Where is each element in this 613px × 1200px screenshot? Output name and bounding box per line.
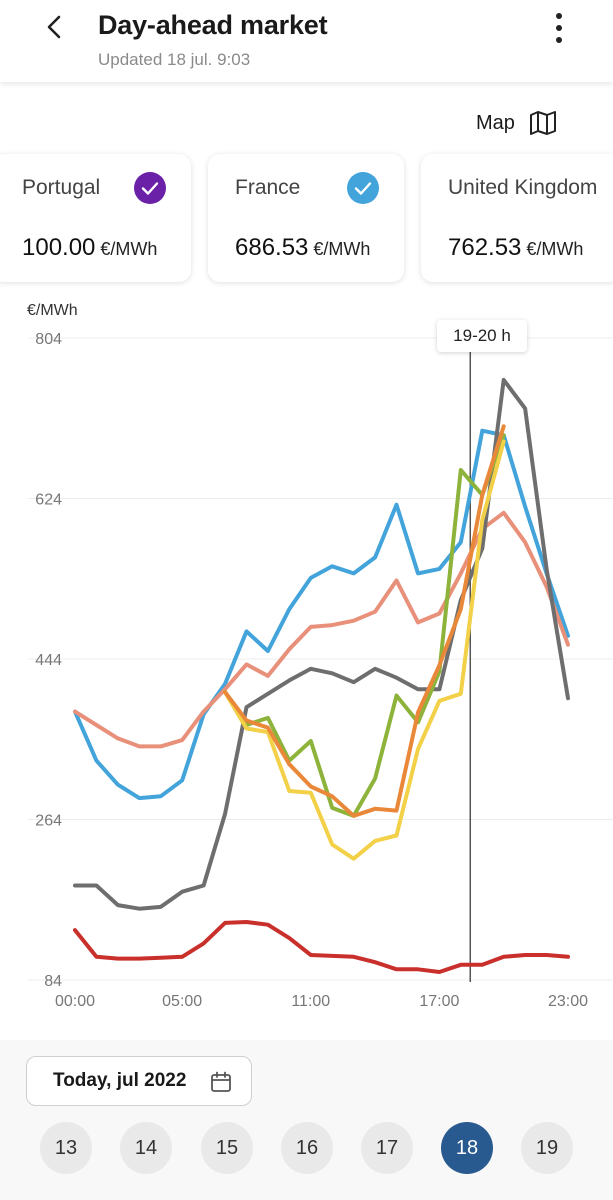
y-tick-label: 444 xyxy=(35,652,62,669)
day-button-14[interactable]: 14 xyxy=(120,1122,172,1174)
hour-tooltip: 19-20 h xyxy=(437,320,527,352)
series-line-3 xyxy=(73,377,570,911)
x-tick-label: 23:00 xyxy=(548,993,588,1010)
chart-y-axis-label: €/MWh xyxy=(27,302,78,319)
series-line-6 xyxy=(223,424,506,818)
more-options-icon[interactable] xyxy=(546,10,572,46)
price-value: 100.00 xyxy=(22,234,96,261)
series-line-5 xyxy=(223,439,506,861)
country-price: 686.53 €/MWh xyxy=(235,234,370,262)
y-tick-label: 624 xyxy=(35,492,62,509)
y-tick-label: 804 xyxy=(35,331,62,348)
day-button-16[interactable]: 16 xyxy=(281,1122,333,1174)
map-button[interactable]: Map xyxy=(476,108,557,138)
day-button-17[interactable]: 17 xyxy=(361,1122,413,1174)
price-unit: €/MWh xyxy=(526,239,584,259)
country-price: 762.53 €/MWh xyxy=(448,234,583,262)
series-line-7 xyxy=(73,920,570,974)
country-card-france[interactable]: France 686.53 €/MWh xyxy=(208,154,404,282)
map-label: Map xyxy=(476,111,515,134)
date-picker-label: Today, jul 2022 xyxy=(53,1070,187,1091)
price-unit: €/MWh xyxy=(313,239,371,259)
country-name: United Kingdom xyxy=(448,176,598,199)
date-picker-button[interactable]: Today, jul 2022 xyxy=(26,1056,252,1106)
country-name: Portugal xyxy=(22,176,101,199)
series-line-2 xyxy=(73,510,570,749)
price-value: 686.53 xyxy=(235,234,309,261)
day-button-19[interactable]: 19 xyxy=(521,1122,573,1174)
checkmark-icon[interactable] xyxy=(134,172,166,204)
calendar-icon xyxy=(211,1071,231,1092)
country-card-united-kingdom[interactable]: United Kingdom 762.53 €/MWh xyxy=(421,154,613,282)
price-chart[interactable]: 84 264 444 624 804 00:00 05:00 11:00 17:00 23:00 xyxy=(0,320,613,1020)
y-tick-label: 84 xyxy=(44,973,62,990)
day-button-13[interactable]: 13 xyxy=(40,1122,92,1174)
series-line-4 xyxy=(223,433,506,818)
page-title: Day-ahead market xyxy=(98,10,328,40)
x-tick-label: 11:00 xyxy=(291,993,330,1010)
country-name: France xyxy=(235,176,301,199)
updated-timestamp: Updated 18 jul. 9:03 xyxy=(98,50,251,69)
y-tick-label: 264 xyxy=(35,813,62,830)
price-value: 762.53 xyxy=(448,234,522,261)
x-tick-label: 05:00 xyxy=(162,993,202,1010)
price-unit: €/MWh xyxy=(100,239,158,259)
x-tick-label: 00:00 xyxy=(55,993,95,1010)
app-bar: Day-ahead market Updated 18 jul. 9:03 xyxy=(0,0,613,82)
day-button-15[interactable]: 15 xyxy=(201,1122,253,1174)
checkmark-icon[interactable] xyxy=(347,172,379,204)
map-icon xyxy=(529,111,556,135)
day-button-18[interactable]: 18 xyxy=(441,1122,493,1174)
x-tick-label: 17:00 xyxy=(419,993,459,1010)
back-arrow-icon[interactable] xyxy=(40,12,70,42)
country-card-portugal[interactable]: Portugal 100.00 €/MWh xyxy=(0,154,191,282)
series-line-1 xyxy=(73,428,570,801)
country-price: 100.00 €/MWh xyxy=(22,234,157,262)
